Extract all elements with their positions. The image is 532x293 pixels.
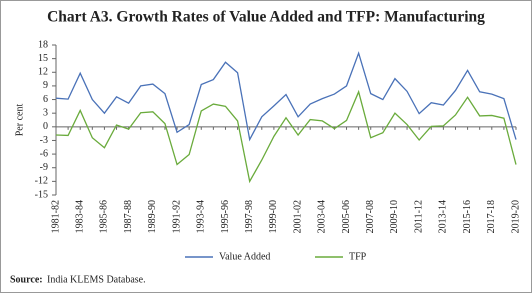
x-tick-label: 2009-10 <box>389 200 400 233</box>
x-tick-label: 2005-06 <box>341 200 352 233</box>
x-tick-label: 1995-96 <box>220 200 231 233</box>
line <box>55 51 517 142</box>
y-tick-label: -15 <box>35 189 48 200</box>
x-tick-label: 1981-82 <box>50 200 61 233</box>
x-tick-label: 1997-98 <box>244 200 255 233</box>
x-tick-label: 1989-90 <box>147 200 158 233</box>
source-label: Source: <box>10 274 43 285</box>
x-tick-label: 1999-00 <box>268 200 279 233</box>
legend-label: Value Added <box>219 251 270 262</box>
x-tick-label: 2007-08 <box>365 200 376 233</box>
chart-title: Chart A3. Growth Rates of Value Added an… <box>47 9 485 26</box>
x-tick-label: 2017-18 <box>486 200 497 233</box>
x-tick-label: 2013-14 <box>438 200 449 233</box>
x-tick-label: 1991-92 <box>171 200 182 233</box>
y-tick-label: 3 <box>43 107 48 118</box>
y-tick-label: 0 <box>43 121 48 132</box>
y-tick-label: 6 <box>43 94 48 105</box>
x-tick-label: 2019-20 <box>510 200 521 233</box>
x-tick-label: 1987-88 <box>123 200 134 233</box>
source-text: India KLEMS Database. <box>47 274 146 285</box>
y-tick-label: -6 <box>40 148 48 159</box>
y-tick-label: 9 <box>43 80 48 91</box>
y-tick-label: -3 <box>40 135 48 146</box>
x-tick-label: 1993-94 <box>196 200 207 233</box>
x-tick-label: 1985-86 <box>99 200 110 233</box>
y-tick-label: 15 <box>38 53 48 64</box>
x-tick-label: 2003-04 <box>317 200 328 233</box>
y-tick-label: -12 <box>35 176 48 187</box>
x-tick-label: 2011-12 <box>413 200 424 233</box>
x-tick-label: 2015-16 <box>462 200 473 233</box>
line <box>55 89 517 184</box>
y-tick-label: 12 <box>38 67 48 78</box>
y-tick-label: 18 <box>38 39 48 50</box>
x-tick-label: 1983-84 <box>75 200 86 233</box>
y-axis-label: Per cent <box>14 104 25 137</box>
legend-label: TFP <box>349 251 367 262</box>
y-tick-label: -9 <box>40 162 48 173</box>
x-tick-label: 2001-02 <box>292 200 303 233</box>
